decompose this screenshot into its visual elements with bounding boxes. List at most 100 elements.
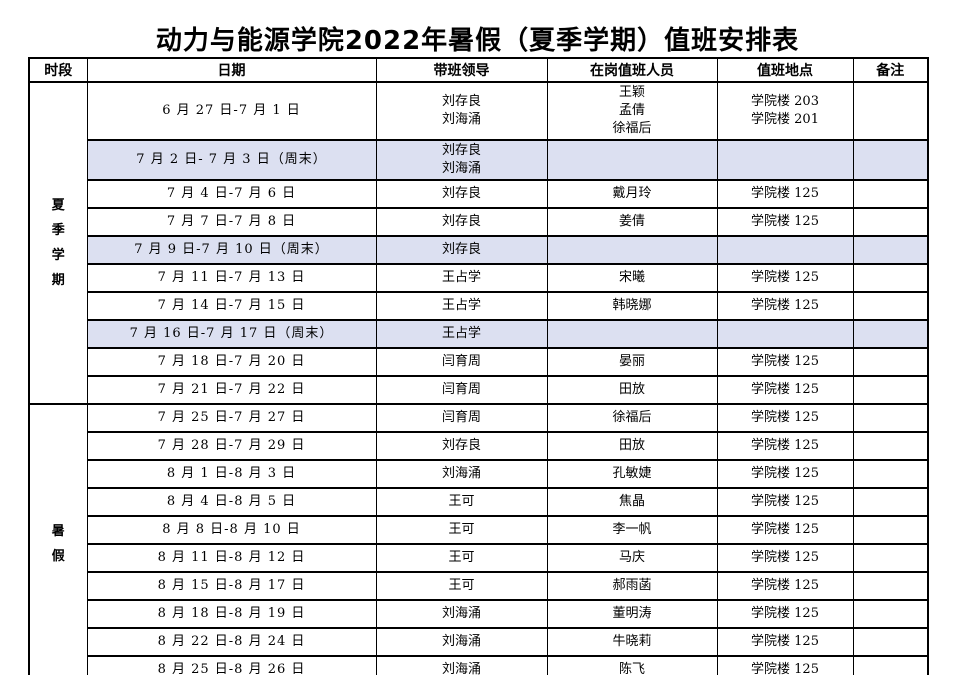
note-cell bbox=[852, 403, 929, 433]
staff-cell: 田放 bbox=[546, 431, 718, 461]
note-cell bbox=[852, 235, 929, 265]
note-cell bbox=[852, 319, 929, 349]
note-cell bbox=[852, 139, 929, 181]
table-body: 夏季学期 6 月 27 日-7 月 1 日刘存良 刘海涌 王颖 孟倩 徐福后 学院楼 … bbox=[28, 81, 929, 675]
period-cell: 夏季学期 bbox=[28, 81, 88, 405]
staff-cell: 陈飞 bbox=[546, 655, 718, 675]
staff-cell bbox=[546, 139, 718, 181]
leader-cell: 刘存良 bbox=[375, 207, 548, 237]
note-cell bbox=[852, 571, 929, 601]
date-cell: 6 月 27 日-7 月 1 日 bbox=[86, 81, 377, 141]
leader-cell: 闫育周 bbox=[375, 347, 548, 377]
note-cell bbox=[852, 291, 929, 321]
leader-cell: 闫育周 bbox=[375, 403, 548, 433]
date-cell: 7 月 25 日-7 月 27 日 bbox=[86, 403, 377, 433]
staff-cell: 徐福后 bbox=[546, 403, 718, 433]
location-cell: 学院楼 125 bbox=[716, 599, 854, 629]
leader-cell: 王占学 bbox=[375, 319, 548, 349]
note-cell bbox=[852, 207, 929, 237]
leader-cell: 王占学 bbox=[375, 291, 548, 321]
note-cell bbox=[852, 431, 929, 461]
table-row: 7 月 9 日-7 月 10 日（周末） 刘存良 bbox=[29, 235, 929, 265]
note-cell bbox=[852, 81, 929, 141]
date-cell: 8 月 4 日-8 月 5 日 bbox=[86, 487, 377, 517]
staff-cell: 董明涛 bbox=[546, 599, 718, 629]
table-row: 7 月 14 日-7 月 15 日王占学 韩晓娜 学院楼 125 bbox=[29, 291, 929, 321]
table-row: 8 月 22 日-8 月 24 日刘海涌 牛晓莉 学院楼 125 bbox=[29, 627, 929, 657]
location-cell: 学院楼 125 bbox=[716, 487, 854, 517]
location-cell: 学院楼 125 bbox=[716, 543, 854, 573]
table-row: 7 月 16 日-7 月 17 日（周末） 王占学 bbox=[29, 319, 929, 349]
staff-cell: 戴月玲 bbox=[546, 179, 718, 209]
table-row: 暑假 7 月 25 日-7 月 27 日闫育周 徐福后 学院楼 125 bbox=[28, 403, 929, 675]
table-row: 7 月 18 日-7 月 20 日闫育周 晏丽 学院楼 125 bbox=[29, 347, 929, 377]
leader-cell: 王可 bbox=[375, 515, 548, 545]
location-cell: 学院楼 125 bbox=[716, 403, 854, 433]
leader-cell: 闫育周 bbox=[375, 375, 548, 405]
table-row: 8 月 11 日-8 月 12 日王可 马庆 学院楼 125 bbox=[29, 543, 929, 573]
header-leader: 带班领导 bbox=[375, 57, 548, 83]
period-cell: 暑假 bbox=[28, 403, 88, 675]
table-row: 7 月 21 日-7 月 22 日闫育周 田放 学院楼 125 bbox=[29, 375, 929, 405]
leader-cell: 王可 bbox=[375, 487, 548, 517]
date-cell: 7 月 21 日-7 月 22 日 bbox=[86, 375, 377, 405]
leader-cell: 王可 bbox=[375, 543, 548, 573]
location-cell bbox=[716, 319, 854, 349]
date-cell: 7 月 28 日-7 月 29 日 bbox=[86, 431, 377, 461]
location-cell: 学院楼 125 bbox=[716, 179, 854, 209]
table-row: 7 月 28 日-7 月 29 日刘存良 田放 学院楼 125 bbox=[29, 431, 929, 461]
leader-cell: 刘海涌 bbox=[375, 627, 548, 657]
header-note: 备注 bbox=[852, 57, 929, 83]
location-cell: 学院楼 125 bbox=[716, 627, 854, 657]
note-cell bbox=[852, 347, 929, 377]
table-row: 7 月 7 日-7 月 8 日刘存良 姜倩 学院楼 125 bbox=[29, 207, 929, 237]
location-cell: 学院楼 125 bbox=[716, 375, 854, 405]
leader-cell: 刘海涌 bbox=[375, 599, 548, 629]
date-cell: 7 月 16 日-7 月 17 日（周末） bbox=[86, 319, 377, 349]
location-cell: 学院楼 125 bbox=[716, 207, 854, 237]
date-cell: 7 月 14 日-7 月 15 日 bbox=[86, 291, 377, 321]
note-cell bbox=[852, 375, 929, 405]
date-cell: 7 月 7 日-7 月 8 日 bbox=[86, 207, 377, 237]
leader-cell: 王可 bbox=[375, 571, 548, 601]
date-cell: 7 月 18 日-7 月 20 日 bbox=[86, 347, 377, 377]
header-period: 时段 bbox=[28, 57, 88, 83]
date-cell: 8 月 18 日-8 月 19 日 bbox=[86, 599, 377, 629]
table-row: 7 月 4 日-7 月 6 日刘存良 戴月玲 学院楼 125 bbox=[29, 179, 929, 209]
date-cell: 8 月 1 日-8 月 3 日 bbox=[86, 459, 377, 489]
table-row: 夏季学期 6 月 27 日-7 月 1 日刘存良 刘海涌 王颖 孟倩 徐福后 学院楼 … bbox=[28, 81, 929, 405]
note-cell bbox=[852, 543, 929, 573]
table-header: 时段 日期 带班领导 在岗值班人员 值班地点 备注 bbox=[28, 57, 929, 83]
location-cell bbox=[716, 139, 854, 181]
staff-cell: 牛晓莉 bbox=[546, 627, 718, 657]
staff-cell: 晏丽 bbox=[546, 347, 718, 377]
table-row: 8 月 18 日-8 月 19 日刘海涌 董明涛 学院楼 125 bbox=[29, 599, 929, 629]
table-row: 8 月 1 日-8 月 3 日刘海涌 孔敏婕 学院楼 125 bbox=[29, 459, 929, 489]
table-row: 7 月 2 日- 7 月 3 日（周末） 刘存良 刘海涌 bbox=[29, 139, 929, 181]
staff-cell: 姜倩 bbox=[546, 207, 718, 237]
table-row: 7 月 11 日-7 月 13 日王占学 宋曦 学院楼 125 bbox=[29, 263, 929, 293]
date-cell: 8 月 25 日-8 月 26 日 bbox=[86, 655, 377, 675]
location-cell: 学院楼 125 bbox=[716, 571, 854, 601]
table-row: 8 月 15 日-8 月 17 日王可 郝雨菡 学院楼 125 bbox=[29, 571, 929, 601]
note-cell bbox=[852, 263, 929, 293]
staff-cell bbox=[546, 319, 718, 349]
staff-cell: 田放 bbox=[546, 375, 718, 405]
leader-cell: 刘存良 bbox=[375, 179, 548, 209]
table-row: 8 月 8 日-8 月 10 日王可 李一帆 学院楼 125 bbox=[29, 515, 929, 545]
location-cell: 学院楼 203 学院楼 201 bbox=[716, 81, 854, 141]
location-cell bbox=[716, 235, 854, 265]
date-cell: 8 月 11 日-8 月 12 日 bbox=[86, 543, 377, 573]
staff-cell: 王颖 孟倩 徐福后 bbox=[546, 81, 718, 141]
date-cell: 8 月 22 日-8 月 24 日 bbox=[86, 627, 377, 657]
date-cell: 7 月 4 日-7 月 6 日 bbox=[86, 179, 377, 209]
note-cell bbox=[852, 459, 929, 489]
location-cell: 学院楼 125 bbox=[716, 291, 854, 321]
header-location: 值班地点 bbox=[716, 57, 854, 83]
header-staff: 在岗值班人员 bbox=[546, 57, 718, 83]
table-row: 8 月 25 日-8 月 26 日刘海涌 陈飞 学院楼 125 bbox=[29, 655, 929, 675]
staff-cell: 韩晓娜 bbox=[546, 291, 718, 321]
leader-cell: 刘海涌 bbox=[375, 459, 548, 489]
staff-cell: 马庆 bbox=[546, 543, 718, 573]
